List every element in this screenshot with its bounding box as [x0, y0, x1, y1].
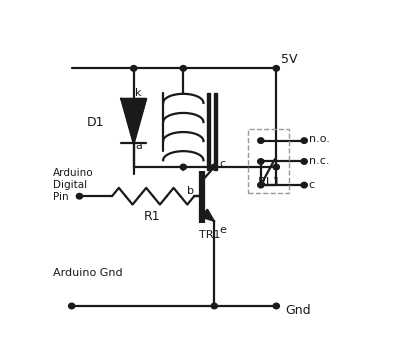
- Text: R1: R1: [144, 210, 161, 223]
- Bar: [248, 130, 289, 193]
- Text: TR1: TR1: [199, 230, 220, 240]
- Circle shape: [211, 164, 218, 170]
- Text: RL1: RL1: [258, 176, 281, 189]
- Text: Gnd: Gnd: [286, 304, 311, 317]
- Text: Arduino
Digital
Pin: Arduino Digital Pin: [53, 168, 94, 203]
- Circle shape: [301, 159, 307, 164]
- Circle shape: [273, 303, 279, 309]
- Text: Arduino Gnd: Arduino Gnd: [53, 268, 123, 278]
- Text: c: c: [219, 159, 225, 169]
- Text: e: e: [219, 225, 226, 235]
- Circle shape: [273, 164, 279, 170]
- Polygon shape: [200, 209, 214, 221]
- Circle shape: [301, 182, 307, 188]
- Circle shape: [76, 193, 82, 199]
- Text: a: a: [135, 141, 142, 151]
- Text: b: b: [187, 186, 194, 196]
- Polygon shape: [214, 93, 217, 170]
- Circle shape: [273, 66, 279, 71]
- Circle shape: [130, 66, 137, 71]
- Circle shape: [258, 138, 264, 143]
- Text: k: k: [135, 88, 142, 98]
- Text: 5V: 5V: [281, 53, 298, 66]
- Circle shape: [258, 159, 264, 164]
- Circle shape: [211, 303, 218, 309]
- Text: n.o.: n.o.: [309, 134, 330, 144]
- Circle shape: [258, 182, 264, 188]
- Text: c: c: [309, 180, 315, 190]
- Circle shape: [69, 303, 75, 309]
- Text: n.c.: n.c.: [309, 156, 329, 166]
- Polygon shape: [207, 93, 210, 170]
- Polygon shape: [121, 99, 146, 143]
- Circle shape: [301, 138, 307, 143]
- Text: D1: D1: [87, 116, 104, 129]
- Circle shape: [180, 164, 186, 170]
- Circle shape: [180, 66, 186, 71]
